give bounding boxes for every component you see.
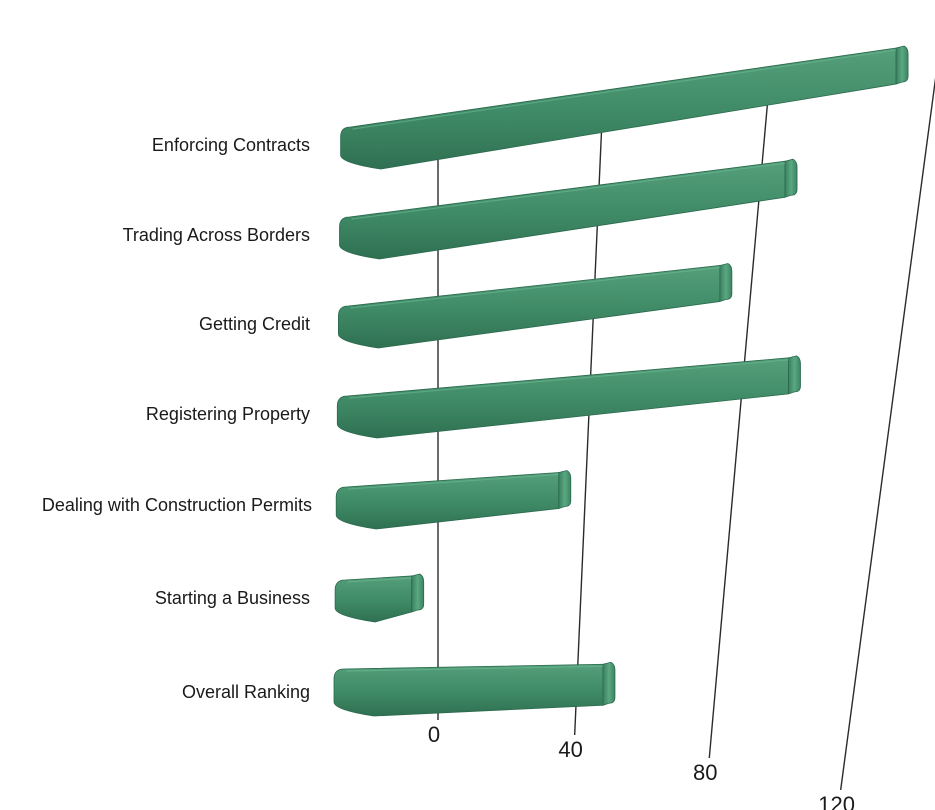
bar-front-face xyxy=(339,160,786,260)
gridlines xyxy=(437,77,935,791)
bar-trading-across-borders xyxy=(339,158,798,260)
bar-enforcing-contracts xyxy=(340,45,909,170)
bar-top-highlight xyxy=(349,359,789,399)
x-tick-label: 80 xyxy=(693,760,717,785)
bar-front-face xyxy=(334,575,413,623)
x-tick-label: 120 xyxy=(818,792,855,810)
gridline-40 xyxy=(573,131,603,736)
gridline-80 xyxy=(708,99,769,759)
bar-end-cap xyxy=(719,263,733,303)
bar-front-face xyxy=(335,472,560,530)
bar-front-face xyxy=(333,663,604,717)
bar-front-face xyxy=(340,47,897,170)
bar-top-highlight xyxy=(351,162,786,220)
category-label: Registering Property xyxy=(146,404,310,424)
category-label: Overall Ranking xyxy=(182,682,310,702)
bar-getting-credit xyxy=(338,263,733,349)
bar-top-highlight xyxy=(352,49,897,130)
category-labels: Overall Ranking Starting a Business Dealin… xyxy=(42,135,312,702)
category-label: Trading Across Borders xyxy=(123,225,310,245)
bar-top-highlight xyxy=(345,665,603,672)
category-label: Starting a Business xyxy=(155,588,310,608)
bar-registering-property xyxy=(336,355,801,439)
bar-overall-ranking xyxy=(333,661,616,717)
x-tick-label: 0 xyxy=(428,722,440,747)
category-label: Getting Credit xyxy=(199,314,310,334)
bar-end-cap xyxy=(788,355,801,395)
category-label: Dealing with Construction Permits xyxy=(42,495,312,515)
bar-end-cap xyxy=(784,158,798,198)
category-label: Enforcing Contracts xyxy=(152,135,310,155)
x-tick-labels: 0 40 80 120 xyxy=(428,722,855,810)
bar-top-highlight xyxy=(348,473,559,490)
bar-top-highlight xyxy=(347,577,412,583)
gridline-120 xyxy=(839,77,935,791)
bar-end-cap xyxy=(411,573,425,613)
bar-end-cap xyxy=(895,45,909,85)
bar-front-face xyxy=(338,265,721,349)
bar-starting-a-business xyxy=(334,573,425,623)
bar-top-highlight xyxy=(350,266,720,309)
bar-end-cap xyxy=(602,661,616,706)
bars xyxy=(333,45,909,717)
bar-front-face xyxy=(336,357,789,439)
bar-end-cap xyxy=(558,470,572,510)
x-tick-label: 40 xyxy=(558,737,582,762)
bar-dealing-with-construction-permits xyxy=(335,470,572,530)
